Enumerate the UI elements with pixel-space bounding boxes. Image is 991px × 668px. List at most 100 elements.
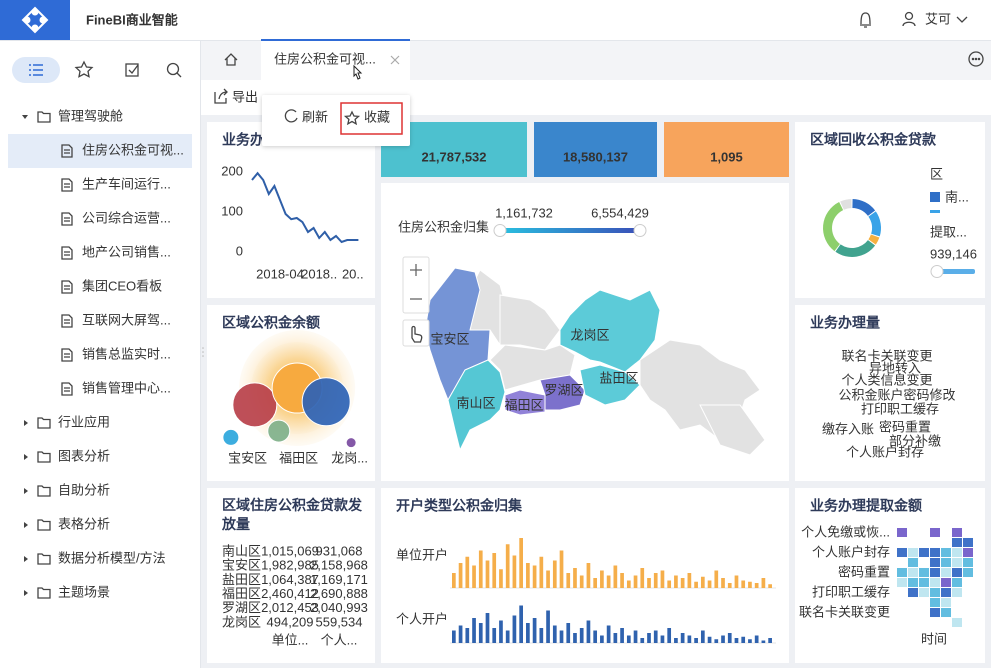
- bar[interactable]: [600, 635, 604, 644]
- bar[interactable]: [526, 563, 530, 588]
- bar[interactable]: [620, 628, 624, 643]
- heat-cell[interactable]: [908, 558, 918, 567]
- edit-tab[interactable]: [125, 63, 139, 77]
- bar[interactable]: [472, 565, 476, 589]
- bubble[interactable]: [345, 437, 357, 449]
- bar[interactable]: [647, 578, 651, 588]
- bar[interactable]: [519, 538, 523, 588]
- bar[interactable]: [505, 544, 510, 588]
- pan-button[interactable]: [402, 319, 430, 347]
- bar[interactable]: [458, 563, 463, 588]
- bar[interactable]: [660, 635, 665, 644]
- bar[interactable]: [512, 555, 517, 589]
- bar[interactable]: [700, 576, 705, 588]
- home-tab[interactable]: [224, 53, 238, 66]
- nav-item[interactable]: 销售管理中心...: [82, 380, 171, 395]
- legend-label[interactable]: 南...: [945, 189, 969, 204]
- heat-cell[interactable]: [930, 578, 940, 587]
- bar[interactable]: [552, 625, 557, 644]
- heat-cell[interactable]: [941, 608, 951, 617]
- bar[interactable]: [680, 633, 685, 643]
- range-handle[interactable]: [633, 224, 647, 237]
- bar[interactable]: [626, 580, 631, 589]
- heat-cell[interactable]: [930, 558, 940, 567]
- bar[interactable]: [559, 630, 564, 644]
- bar[interactable]: [768, 584, 772, 588]
- user-menu-arrow[interactable]: [956, 16, 968, 23]
- bar[interactable]: [707, 580, 712, 589]
- heat-cell[interactable]: [908, 578, 918, 587]
- bar[interactable]: [620, 573, 624, 588]
- nav-item[interactable]: 数据分析模型/方法: [58, 550, 166, 565]
- bar[interactable]: [694, 638, 698, 643]
- bar[interactable]: [606, 625, 611, 644]
- bar[interactable]: [707, 636, 712, 643]
- heat-cell[interactable]: [897, 578, 907, 587]
- close-tab[interactable]: [390, 55, 400, 65]
- heat-cell[interactable]: [908, 548, 918, 557]
- nav-item[interactable]: 图表分析: [58, 448, 110, 463]
- range-handle[interactable]: [493, 224, 507, 237]
- bar[interactable]: [633, 630, 638, 644]
- bar[interactable]: [485, 560, 490, 589]
- bar[interactable]: [734, 575, 739, 589]
- nav-item[interactable]: 行业应用: [58, 414, 110, 429]
- more-button[interactable]: [968, 51, 984, 67]
- bar[interactable]: [768, 638, 772, 643]
- favorite-button[interactable]: 收藏: [364, 109, 390, 124]
- nav-item[interactable]: 集团CEO看板: [82, 278, 162, 293]
- bar[interactable]: [546, 610, 550, 644]
- heat-cell[interactable]: [941, 558, 951, 567]
- nav-item[interactable]: 管理驾驶舱: [58, 108, 123, 123]
- heat-cell[interactable]: [930, 568, 940, 577]
- nav-item[interactable]: 表格分析: [58, 516, 110, 531]
- bar[interactable]: [579, 628, 584, 643]
- bar[interactable]: [485, 613, 490, 643]
- heat-cell[interactable]: [941, 548, 951, 557]
- nav-item[interactable]: 住房公积金可视...: [82, 142, 184, 157]
- heat-cell[interactable]: [941, 588, 951, 597]
- map-region[interactable]: [539, 374, 586, 411]
- donut-slice[interactable]: [868, 211, 881, 237]
- bar[interactable]: [593, 578, 598, 588]
- bar[interactable]: [573, 568, 577, 588]
- refresh-button[interactable]: 刷新: [302, 109, 328, 124]
- export-button[interactable]: 导出: [232, 89, 258, 104]
- bell-icon[interactable]: [860, 12, 871, 28]
- bar[interactable]: [478, 623, 483, 643]
- active-tab[interactable]: [261, 40, 410, 80]
- heat-cell[interactable]: [963, 568, 973, 577]
- bar[interactable]: [452, 573, 456, 588]
- user-icon[interactable]: [902, 11, 916, 27]
- bar[interactable]: [613, 633, 618, 643]
- nav-item[interactable]: 互联网大屏驾...: [82, 312, 171, 327]
- bar[interactable]: [478, 550, 483, 589]
- heat-cell[interactable]: [930, 598, 940, 607]
- logo[interactable]: [0, 0, 70, 40]
- bar[interactable]: [458, 625, 463, 644]
- heat-cell[interactable]: [908, 588, 918, 597]
- bar[interactable]: [465, 556, 470, 588]
- bar[interactable]: [721, 635, 725, 644]
- bar[interactable]: [573, 633, 577, 643]
- bar[interactable]: [761, 578, 766, 588]
- bar[interactable]: [647, 633, 651, 643]
- bar[interactable]: [640, 568, 645, 588]
- bar[interactable]: [613, 565, 618, 589]
- bar[interactable]: [492, 553, 497, 588]
- nav-item[interactable]: 自助分析: [58, 482, 110, 497]
- bubble[interactable]: [222, 428, 240, 446]
- bar[interactable]: [660, 570, 665, 589]
- heat-cell[interactable]: [908, 568, 918, 577]
- heat-cell[interactable]: [963, 548, 973, 557]
- bar[interactable]: [734, 638, 739, 643]
- bar[interactable]: [667, 580, 672, 589]
- bar[interactable]: [519, 605, 523, 644]
- bar[interactable]: [748, 581, 752, 588]
- bar[interactable]: [761, 640, 766, 644]
- heat-cell[interactable]: [952, 568, 962, 577]
- bar[interactable]: [653, 630, 658, 644]
- bar[interactable]: [552, 560, 557, 589]
- bar[interactable]: [626, 635, 631, 644]
- bar[interactable]: [492, 628, 497, 643]
